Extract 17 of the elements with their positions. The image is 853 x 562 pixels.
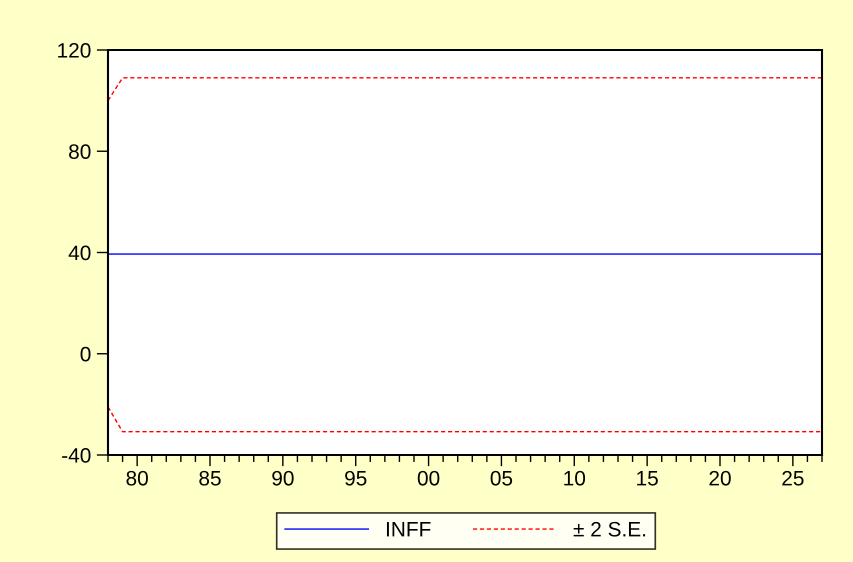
y-tick-label: -40 — [62, 448, 91, 463]
y-tick-label: 0 — [80, 346, 91, 362]
legend-label: ± 2 S.E. — [574, 522, 646, 537]
x-tick-label: 15 — [637, 471, 658, 486]
legend-label: INFF — [386, 522, 430, 536]
y-tick-label: 120 — [58, 43, 91, 58]
x-tick-label: 80 — [126, 470, 148, 486]
x-tick-label: 85 — [199, 470, 221, 486]
y-tick-label: 40 — [68, 246, 91, 260]
y-tick-label: 80 — [69, 144, 91, 160]
x-tick-label: 20 — [709, 470, 731, 486]
x-tick-label: 05 — [490, 470, 512, 486]
x-tick-label: 10 — [564, 470, 586, 486]
x-tick-label: 00 — [418, 470, 440, 486]
x-tick-label: 90 — [272, 470, 294, 486]
x-tick-label: 25 — [782, 470, 804, 486]
x-tick-label: 95 — [345, 470, 366, 486]
